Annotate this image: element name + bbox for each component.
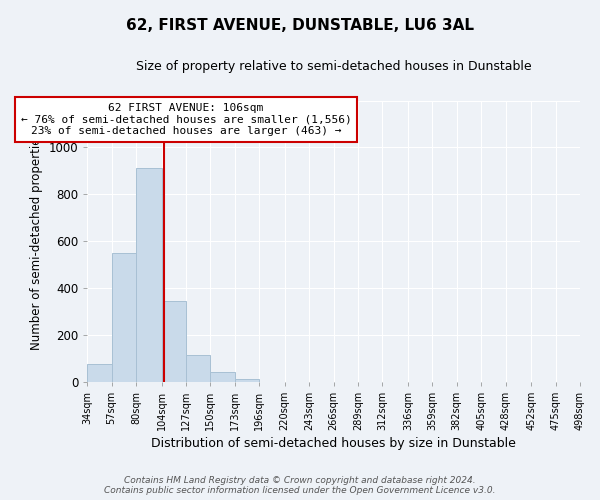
Bar — [211, 372, 235, 382]
Text: 62 FIRST AVENUE: 106sqm
← 76% of semi-detached houses are smaller (1,556)
23% of: 62 FIRST AVENUE: 106sqm ← 76% of semi-de… — [20, 103, 352, 136]
Bar — [112, 253, 136, 382]
Text: 62, FIRST AVENUE, DUNSTABLE, LU6 3AL: 62, FIRST AVENUE, DUNSTABLE, LU6 3AL — [126, 18, 474, 32]
Text: Contains HM Land Registry data © Crown copyright and database right 2024.
Contai: Contains HM Land Registry data © Crown c… — [104, 476, 496, 495]
Title: Size of property relative to semi-detached houses in Dunstable: Size of property relative to semi-detach… — [136, 60, 532, 73]
Bar — [161, 301, 186, 382]
X-axis label: Distribution of semi-detached houses by size in Dunstable: Distribution of semi-detached houses by … — [151, 437, 516, 450]
Bar — [235, 380, 259, 382]
Bar — [186, 354, 211, 382]
Bar — [136, 168, 161, 382]
Bar — [87, 364, 112, 382]
Y-axis label: Number of semi-detached properties: Number of semi-detached properties — [30, 132, 43, 350]
